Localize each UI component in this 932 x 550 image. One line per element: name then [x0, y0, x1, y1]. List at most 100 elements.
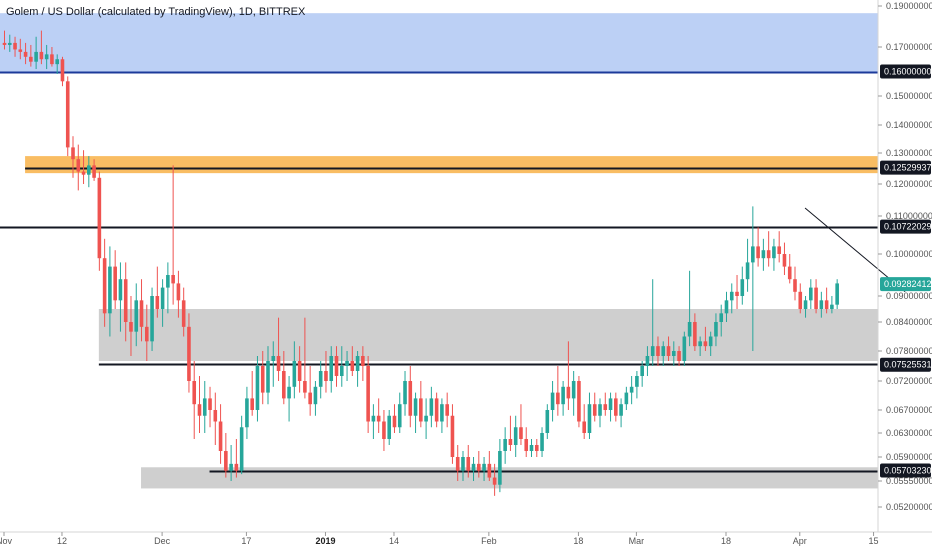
candle — [176, 270, 181, 318]
candle — [376, 398, 381, 433]
candle — [434, 392, 439, 428]
y-tick-label: 0.08400000 — [886, 317, 932, 327]
price-level-tag: 0.10722029 — [880, 219, 932, 234]
candle-body — [313, 386, 318, 405]
candle — [129, 296, 133, 356]
current-price-tag-box — [880, 277, 931, 292]
candle — [619, 398, 623, 428]
candle-body — [587, 404, 592, 433]
candle — [550, 381, 555, 422]
candle — [419, 381, 423, 428]
y-tick-label: 0.10000000 — [886, 249, 932, 259]
candle-body — [524, 439, 529, 451]
candle-body — [761, 250, 766, 259]
candle-body — [503, 439, 507, 451]
candle — [756, 227, 760, 267]
candle-body — [577, 381, 581, 422]
price-level-tag-box — [880, 357, 931, 372]
candle — [123, 262, 128, 342]
time-axis[interactable]: Nov 12 Dec 17 2019 14 Feb 18 Mar 18 Apr 15 — [0, 532, 879, 546]
candle — [97, 171, 102, 271]
chart-title: Golem / US Dollar (calculated by Trading… — [6, 6, 306, 18]
candle-body — [303, 381, 307, 393]
candle-body — [455, 457, 460, 471]
y-tick-label: 0.05200000 — [886, 502, 932, 512]
candle-body — [693, 322, 697, 347]
candle-body — [260, 366, 265, 393]
candle-body — [318, 371, 323, 387]
candle — [350, 346, 355, 376]
candle — [424, 398, 428, 439]
candle-body — [571, 381, 576, 399]
candle — [234, 439, 239, 478]
candle — [102, 238, 107, 327]
candle-body — [13, 42, 17, 50]
candle — [566, 341, 571, 410]
candle — [260, 351, 265, 405]
candle — [703, 326, 708, 351]
candle — [150, 287, 154, 351]
candle-body — [339, 366, 344, 376]
candle-body — [382, 421, 386, 439]
price-level-tag-label: 0.05703230 — [884, 465, 932, 475]
y-tick-label: 0.05550000 — [886, 476, 932, 486]
candle-body — [129, 322, 133, 332]
candle — [603, 392, 608, 416]
candle-body — [297, 361, 302, 381]
candle-body — [698, 341, 702, 347]
candle-body — [434, 398, 439, 422]
candle-body — [23, 51, 28, 57]
candle — [255, 356, 260, 422]
candle-body — [772, 246, 776, 259]
candle — [224, 433, 228, 478]
candle-body — [355, 356, 360, 371]
y-tick-label: 0.06300000 — [886, 428, 932, 438]
candle — [339, 346, 344, 387]
x-tick-label: Apr — [793, 536, 807, 546]
candle — [656, 336, 660, 366]
candle — [835, 279, 839, 309]
price-axis[interactable]: 0.19000000 0.17000000 0.15000000 0.14000000… — [878, 1, 932, 512]
x-tick-label: 17 — [241, 536, 251, 546]
candle-body — [830, 304, 834, 309]
candle-body — [292, 361, 297, 387]
candle — [729, 283, 734, 314]
candle — [751, 206, 755, 351]
x-tick-label: 2019 — [315, 536, 335, 546]
y-tick-label: 0.11000000 — [886, 211, 932, 221]
candle-body — [408, 381, 413, 416]
zone-blue-resistance — [0, 13, 878, 72]
candle — [160, 279, 165, 327]
candle-body — [782, 254, 787, 267]
candle — [155, 266, 160, 318]
price-level-tag-box — [880, 463, 931, 478]
candle — [197, 376, 202, 433]
candle-body — [824, 300, 829, 309]
current-price-tag-label: 0.09282412 — [884, 279, 932, 289]
candle-body — [76, 159, 81, 172]
candle — [429, 386, 434, 428]
zone-orange-zone — [25, 156, 878, 174]
candle-body — [566, 386, 571, 399]
candle-body — [492, 477, 497, 485]
candle-body — [329, 356, 334, 381]
candle — [34, 36, 38, 70]
y-tick-label: 0.07200000 — [886, 376, 932, 386]
candle-body — [118, 279, 123, 301]
candle-body — [461, 457, 465, 471]
candle-body — [345, 361, 349, 366]
candle — [682, 331, 687, 366]
candle-body — [508, 439, 513, 445]
candle — [693, 313, 697, 351]
candle-body — [287, 386, 291, 399]
x-tick-label: Feb — [481, 536, 497, 546]
y-tick-label: 0.07800000 — [886, 346, 932, 356]
candle — [318, 361, 323, 399]
candle — [766, 231, 771, 267]
candle — [55, 54, 59, 74]
candle-body — [487, 463, 492, 478]
candle-body — [271, 356, 276, 361]
candle-body — [445, 404, 449, 416]
candle-body — [387, 415, 392, 439]
candle-body — [440, 404, 444, 422]
